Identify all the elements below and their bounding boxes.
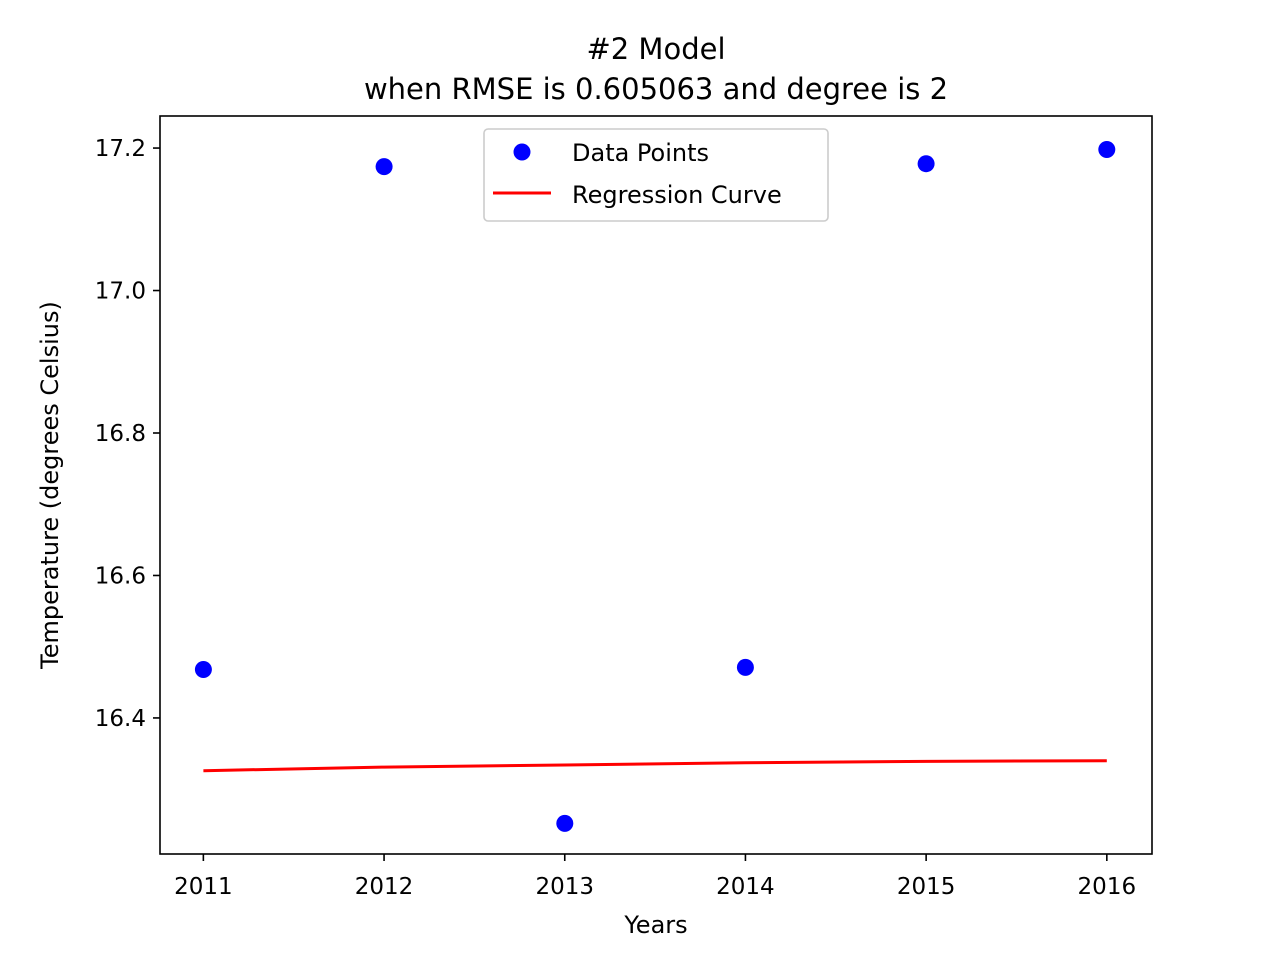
data-point <box>917 155 935 173</box>
x-axis-label: Years <box>623 911 687 939</box>
plot-frame <box>159 115 1153 855</box>
x-tick-label: 2016 <box>1078 874 1137 900</box>
y-tick-label: 17.0 <box>95 279 146 305</box>
y-tick-label: 16.4 <box>95 706 146 732</box>
chart-subtitle: when RMSE is 0.605063 and degree is 2 <box>364 72 948 106</box>
legend: Data Points Regression Curve <box>483 128 829 222</box>
x-axis: 2011 2012 2013 2014 2015 2016 <box>174 854 1136 900</box>
legend-box <box>483 128 829 222</box>
x-tick-label: 2012 <box>355 874 414 900</box>
x-tick-label: 2014 <box>716 874 775 900</box>
y-axis-label: Temperature (degrees Celsius) <box>36 301 64 670</box>
regression-curve-line <box>203 759 1107 773</box>
data-point <box>375 158 393 176</box>
legend-label-regression-curve: Regression Curve <box>572 181 782 209</box>
legend-label-data-points: Data Points <box>572 139 709 167</box>
chart-title: #2 Model <box>586 32 725 66</box>
data-point <box>556 814 574 832</box>
legend-marker-data-points <box>513 143 531 161</box>
x-tick-label: 2015 <box>897 874 956 900</box>
y-tick-label: 16.6 <box>95 563 146 589</box>
y-tick-label: 17.2 <box>95 136 146 162</box>
y-axis: 16.4 16.6 16.8 17.0 17.2 <box>95 136 160 732</box>
x-tick-label: 2013 <box>535 874 594 900</box>
data-point <box>194 661 212 678</box>
data-point <box>736 658 754 676</box>
x-tick-label: 2011 <box>174 874 233 900</box>
data-point <box>1098 141 1116 158</box>
y-tick-label: 16.8 <box>95 421 146 447</box>
plot-area <box>194 141 1116 832</box>
